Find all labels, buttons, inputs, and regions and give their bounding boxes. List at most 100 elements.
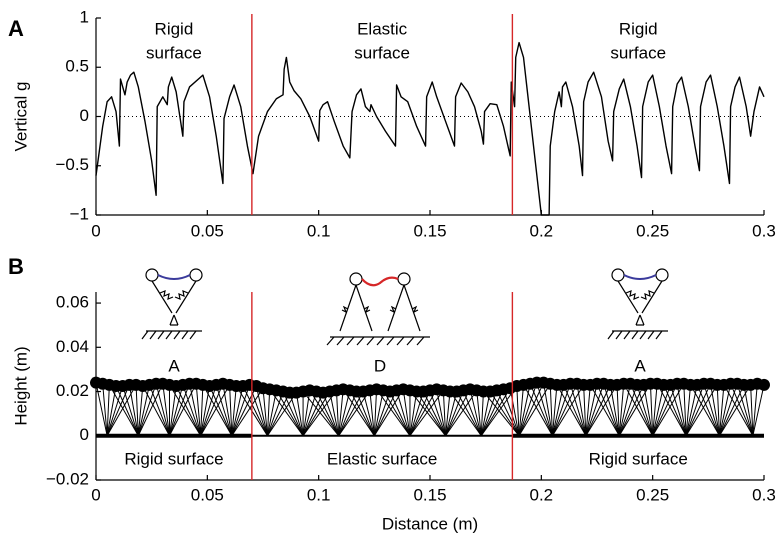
- leg: [663, 384, 687, 436]
- leg: [362, 391, 375, 436]
- leg: [518, 382, 538, 436]
- leg: [322, 392, 340, 436]
- leg: [266, 391, 284, 436]
- region-label: Rigid: [155, 19, 194, 38]
- leg: [596, 383, 620, 436]
- leg: [373, 391, 391, 436]
- leg: [718, 384, 725, 436]
- leg: [137, 383, 157, 436]
- leg: [652, 383, 658, 436]
- leg: [618, 384, 638, 436]
- leg: [200, 384, 231, 437]
- model-diagram-rigid-left: [141, 268, 203, 340]
- leg: [685, 383, 705, 436]
- leg: [295, 392, 304, 436]
- region-label: surface: [610, 43, 666, 62]
- leg: [480, 391, 484, 436]
- leg: [583, 384, 587, 436]
- leg: [618, 384, 645, 436]
- legs: [95, 382, 765, 437]
- leg: [496, 390, 520, 436]
- leg: [135, 384, 139, 436]
- leg: [195, 383, 202, 436]
- x-tick-label: 0.1: [307, 221, 331, 240]
- leg: [516, 385, 520, 436]
- leg: [429, 390, 447, 436]
- leg: [685, 384, 692, 436]
- leg: [552, 383, 578, 436]
- x-tick-label: 0.3: [752, 221, 776, 240]
- leg: [585, 384, 611, 436]
- model-diagram-elastic: [326, 272, 430, 346]
- leg: [200, 384, 217, 436]
- leg: [652, 384, 671, 436]
- leg: [106, 384, 137, 437]
- leg: [302, 391, 340, 437]
- leg: [409, 390, 444, 437]
- leg: [585, 383, 598, 436]
- region-label: surface: [354, 43, 410, 62]
- leg: [338, 390, 371, 437]
- leg: [137, 384, 150, 436]
- leg: [373, 389, 378, 436]
- x-tick-label: 0.1: [307, 485, 331, 504]
- leg: [752, 383, 758, 436]
- leg: [222, 383, 233, 436]
- model-label: A: [168, 356, 180, 375]
- leg: [369, 390, 375, 436]
- x-tick-label: 0.15: [413, 221, 446, 240]
- region-label: surface: [146, 43, 202, 62]
- leg: [489, 391, 520, 437]
- x-tick-label: 0.2: [530, 485, 554, 504]
- leg: [168, 384, 184, 436]
- leg: [267, 392, 297, 437]
- leg: [445, 390, 464, 436]
- leg: [168, 385, 177, 436]
- region-label: Rigid: [619, 19, 658, 38]
- y-tick-label: 0.02: [56, 381, 89, 400]
- leg: [338, 391, 357, 436]
- leg: [302, 392, 324, 436]
- leg: [200, 384, 204, 436]
- panel-label: A: [8, 16, 24, 41]
- leg: [551, 384, 558, 436]
- leg: [480, 387, 511, 437]
- x-tick-label: 0.25: [636, 485, 669, 504]
- leg: [231, 387, 264, 437]
- x-tick-label: 0.2: [530, 221, 554, 240]
- body-position: [758, 378, 770, 391]
- leg: [585, 384, 618, 437]
- leg: [480, 389, 504, 436]
- leg: [616, 384, 620, 436]
- leg: [335, 390, 340, 436]
- region-label: Elastic: [357, 19, 408, 38]
- leg: [115, 385, 139, 436]
- leg: [652, 383, 678, 436]
- leg: [456, 391, 482, 437]
- leg: [509, 388, 520, 436]
- x-tick-label: 0.05: [191, 221, 224, 240]
- leg: [549, 383, 553, 436]
- region-label: Rigid surface: [589, 449, 688, 468]
- leg: [409, 389, 438, 437]
- leg: [503, 389, 520, 436]
- leg: [200, 385, 211, 436]
- leg: [409, 391, 424, 436]
- leg: [752, 384, 765, 436]
- leg: [445, 389, 471, 436]
- leg: [106, 384, 130, 436]
- leg: [585, 383, 605, 436]
- leg: [102, 383, 108, 436]
- model-diagram-rigid-right: [607, 268, 669, 340]
- leg: [480, 385, 518, 437]
- leg: [716, 384, 720, 436]
- model-label: A: [634, 356, 646, 375]
- leg: [373, 389, 404, 437]
- leg: [338, 391, 364, 437]
- leg: [108, 384, 139, 437]
- x-axis-label: Distance (m): [382, 514, 478, 533]
- leg: [445, 391, 458, 436]
- leg: [106, 385, 117, 436]
- leg: [480, 391, 491, 436]
- leg: [200, 383, 224, 436]
